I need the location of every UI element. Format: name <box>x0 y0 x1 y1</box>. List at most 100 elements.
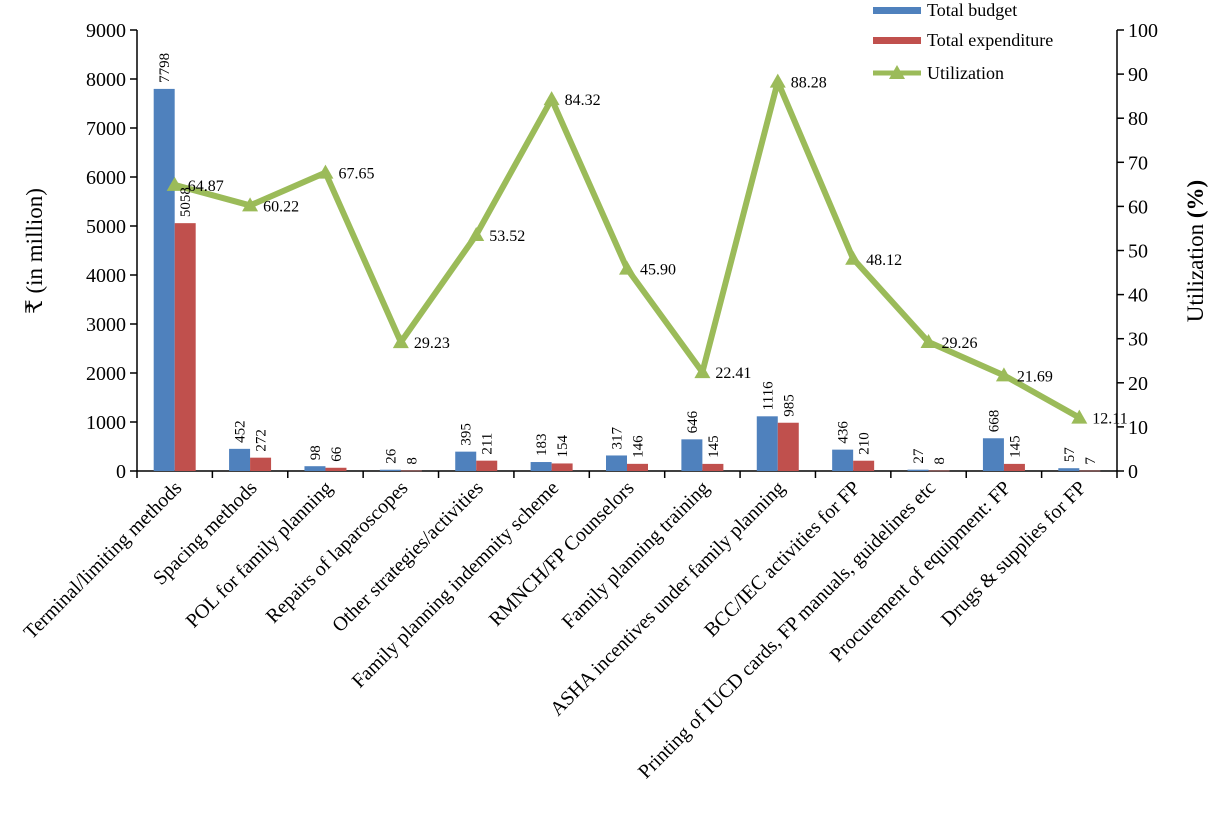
bar-total-expenditure <box>325 467 347 471</box>
chart-bars <box>153 88 1101 472</box>
bar-total-budget <box>832 449 854 471</box>
y2-axis-title-unit: (%) <box>1183 180 1208 218</box>
y-tick-label: 3000 <box>86 314 126 336</box>
y2-tick-label: 40 <box>1128 285 1148 307</box>
y-tick-label: 5000 <box>86 216 126 238</box>
y-tick-label: 6000 <box>86 167 126 189</box>
utilization-marker <box>694 364 711 379</box>
y-tick-label: 7000 <box>86 118 126 140</box>
utilization-value-label: 64.87 <box>188 178 224 195</box>
utilization-marker <box>995 367 1012 382</box>
data-label-total-expenditure: 8 <box>932 457 948 465</box>
x-category-label: Other strategies/activities <box>328 477 488 637</box>
bar-total-budget <box>153 88 175 471</box>
data-label-total-budget: 317 <box>610 426 626 449</box>
data-label-total-budget: 183 <box>534 434 550 457</box>
y-tick-label: 1000 <box>86 412 126 434</box>
data-label-total-expenditure: 66 <box>329 446 345 462</box>
bar-total-expenditure <box>551 463 573 471</box>
y2-tick-label: 70 <box>1128 152 1148 174</box>
bar-total-budget <box>379 469 401 471</box>
bar-total-expenditure <box>250 457 272 471</box>
y2-axis-title-main: Utilization <box>1183 218 1208 322</box>
data-label-total-expenditure: 154 <box>555 434 571 457</box>
bar-total-expenditure <box>476 460 498 471</box>
utilization-line <box>173 78 1081 421</box>
data-label-total-budget: 646 <box>685 410 701 433</box>
data-label-total-expenditure: 210 <box>857 432 873 455</box>
data-label-total-budget: 436 <box>836 421 852 444</box>
utilization-value-label: 12.11 <box>1092 411 1127 428</box>
data-label-total-expenditure: 7 <box>1083 457 1099 465</box>
y2-tick-label: 20 <box>1128 373 1148 395</box>
data-label-total-expenditure: 145 <box>1007 435 1023 458</box>
data-label-total-expenditure: 145 <box>706 435 722 458</box>
y2-tick-label: 60 <box>1128 196 1148 218</box>
bar-total-budget <box>530 462 552 471</box>
y2-axis-title: Utilization (%) <box>1183 180 1208 322</box>
utilization-marker <box>543 91 560 106</box>
utilization-marker <box>392 334 409 349</box>
legend-label-total-budget: Total budget <box>927 0 1017 20</box>
y-tick-label: 9000 <box>86 20 126 42</box>
utilization-value-label: 88.28 <box>791 75 827 92</box>
utilization-line-group <box>166 73 1088 424</box>
y-tick-label: 2000 <box>86 363 126 385</box>
bar-total-budget <box>907 469 929 471</box>
y2-tick-label: 10 <box>1128 417 1148 439</box>
utilization-value-label: 29.23 <box>414 335 450 352</box>
bar-total-budget <box>229 448 251 471</box>
bar-total-expenditure <box>928 470 950 472</box>
bar-total-expenditure <box>400 470 422 472</box>
bar-total-expenditure <box>1003 463 1025 471</box>
x-category-label: RMNCH/FP Counselors <box>485 477 639 631</box>
data-label-total-expenditure: 985 <box>781 394 797 417</box>
data-label-total-budget: 452 <box>233 420 249 443</box>
chart-axes: 0 1000 2000 3000 4000 5000 6000 7000 8000 9000 0 10… <box>86 20 1158 483</box>
data-label-total-expenditure: 5058 <box>178 187 194 217</box>
data-label-total-expenditure: 146 <box>631 435 647 458</box>
y-tick-label: 4000 <box>86 265 126 287</box>
bar-total-budget <box>455 451 477 471</box>
utilization-value-label: 84.32 <box>565 92 601 109</box>
data-label-total-expenditure: 8 <box>404 457 420 465</box>
utilization-value-label: 22.41 <box>715 365 751 382</box>
data-label-total-budget: 26 <box>383 448 399 464</box>
x-category-label: Repairs of laparoscopes <box>262 477 413 628</box>
x-category-label: Terminal/limiting methods <box>20 477 187 644</box>
x-category-label: BCC/IEC activities for FP <box>700 477 864 641</box>
legend-swatch-total-expenditure <box>873 37 921 44</box>
bar-total-expenditure <box>777 422 799 471</box>
utilization-marker <box>242 197 259 212</box>
bar-total-budget <box>681 439 703 471</box>
utilization-marker <box>619 260 635 275</box>
utilization-value-label: 48.12 <box>866 252 902 269</box>
data-label-total-budget: 98 <box>308 445 324 460</box>
utilization-marker <box>166 176 183 191</box>
data-label-total-budget: 57 <box>1062 447 1078 463</box>
bar-total-expenditure <box>853 460 875 471</box>
legend: Total budget Total expenditure Utilizati… <box>873 0 1053 83</box>
utilization-marker <box>845 250 862 265</box>
bar-total-budget <box>982 438 1004 471</box>
utilization-value-label: 53.52 <box>489 228 525 245</box>
y-axis-title: ₹ (in million) <box>22 188 47 314</box>
utilization-marker <box>920 333 937 348</box>
y-tick-label: 0 <box>116 461 126 483</box>
legend-label-utilization: Utilization <box>927 63 1004 83</box>
bar-total-expenditure <box>702 463 724 471</box>
data-label-total-budget: 7798 <box>157 53 173 83</box>
y2-tick-label: 100 <box>1128 20 1158 42</box>
y-tick-label: 8000 <box>86 69 126 91</box>
utilization-value-label: 45.90 <box>640 262 676 279</box>
utilization-marker <box>769 73 786 88</box>
y2-tick-label: 90 <box>1128 64 1148 86</box>
utilization-value-label: 67.65 <box>338 166 374 183</box>
x-category-label: Drugs & supplies for FP <box>937 477 1091 631</box>
legend-label-total-expenditure: Total expenditure <box>927 30 1053 50</box>
y2-tick-label: 80 <box>1128 108 1148 130</box>
utilization-value-label: 60.22 <box>263 198 299 215</box>
y2-tick-label: 30 <box>1128 329 1148 351</box>
bar-total-budget <box>756 416 778 471</box>
